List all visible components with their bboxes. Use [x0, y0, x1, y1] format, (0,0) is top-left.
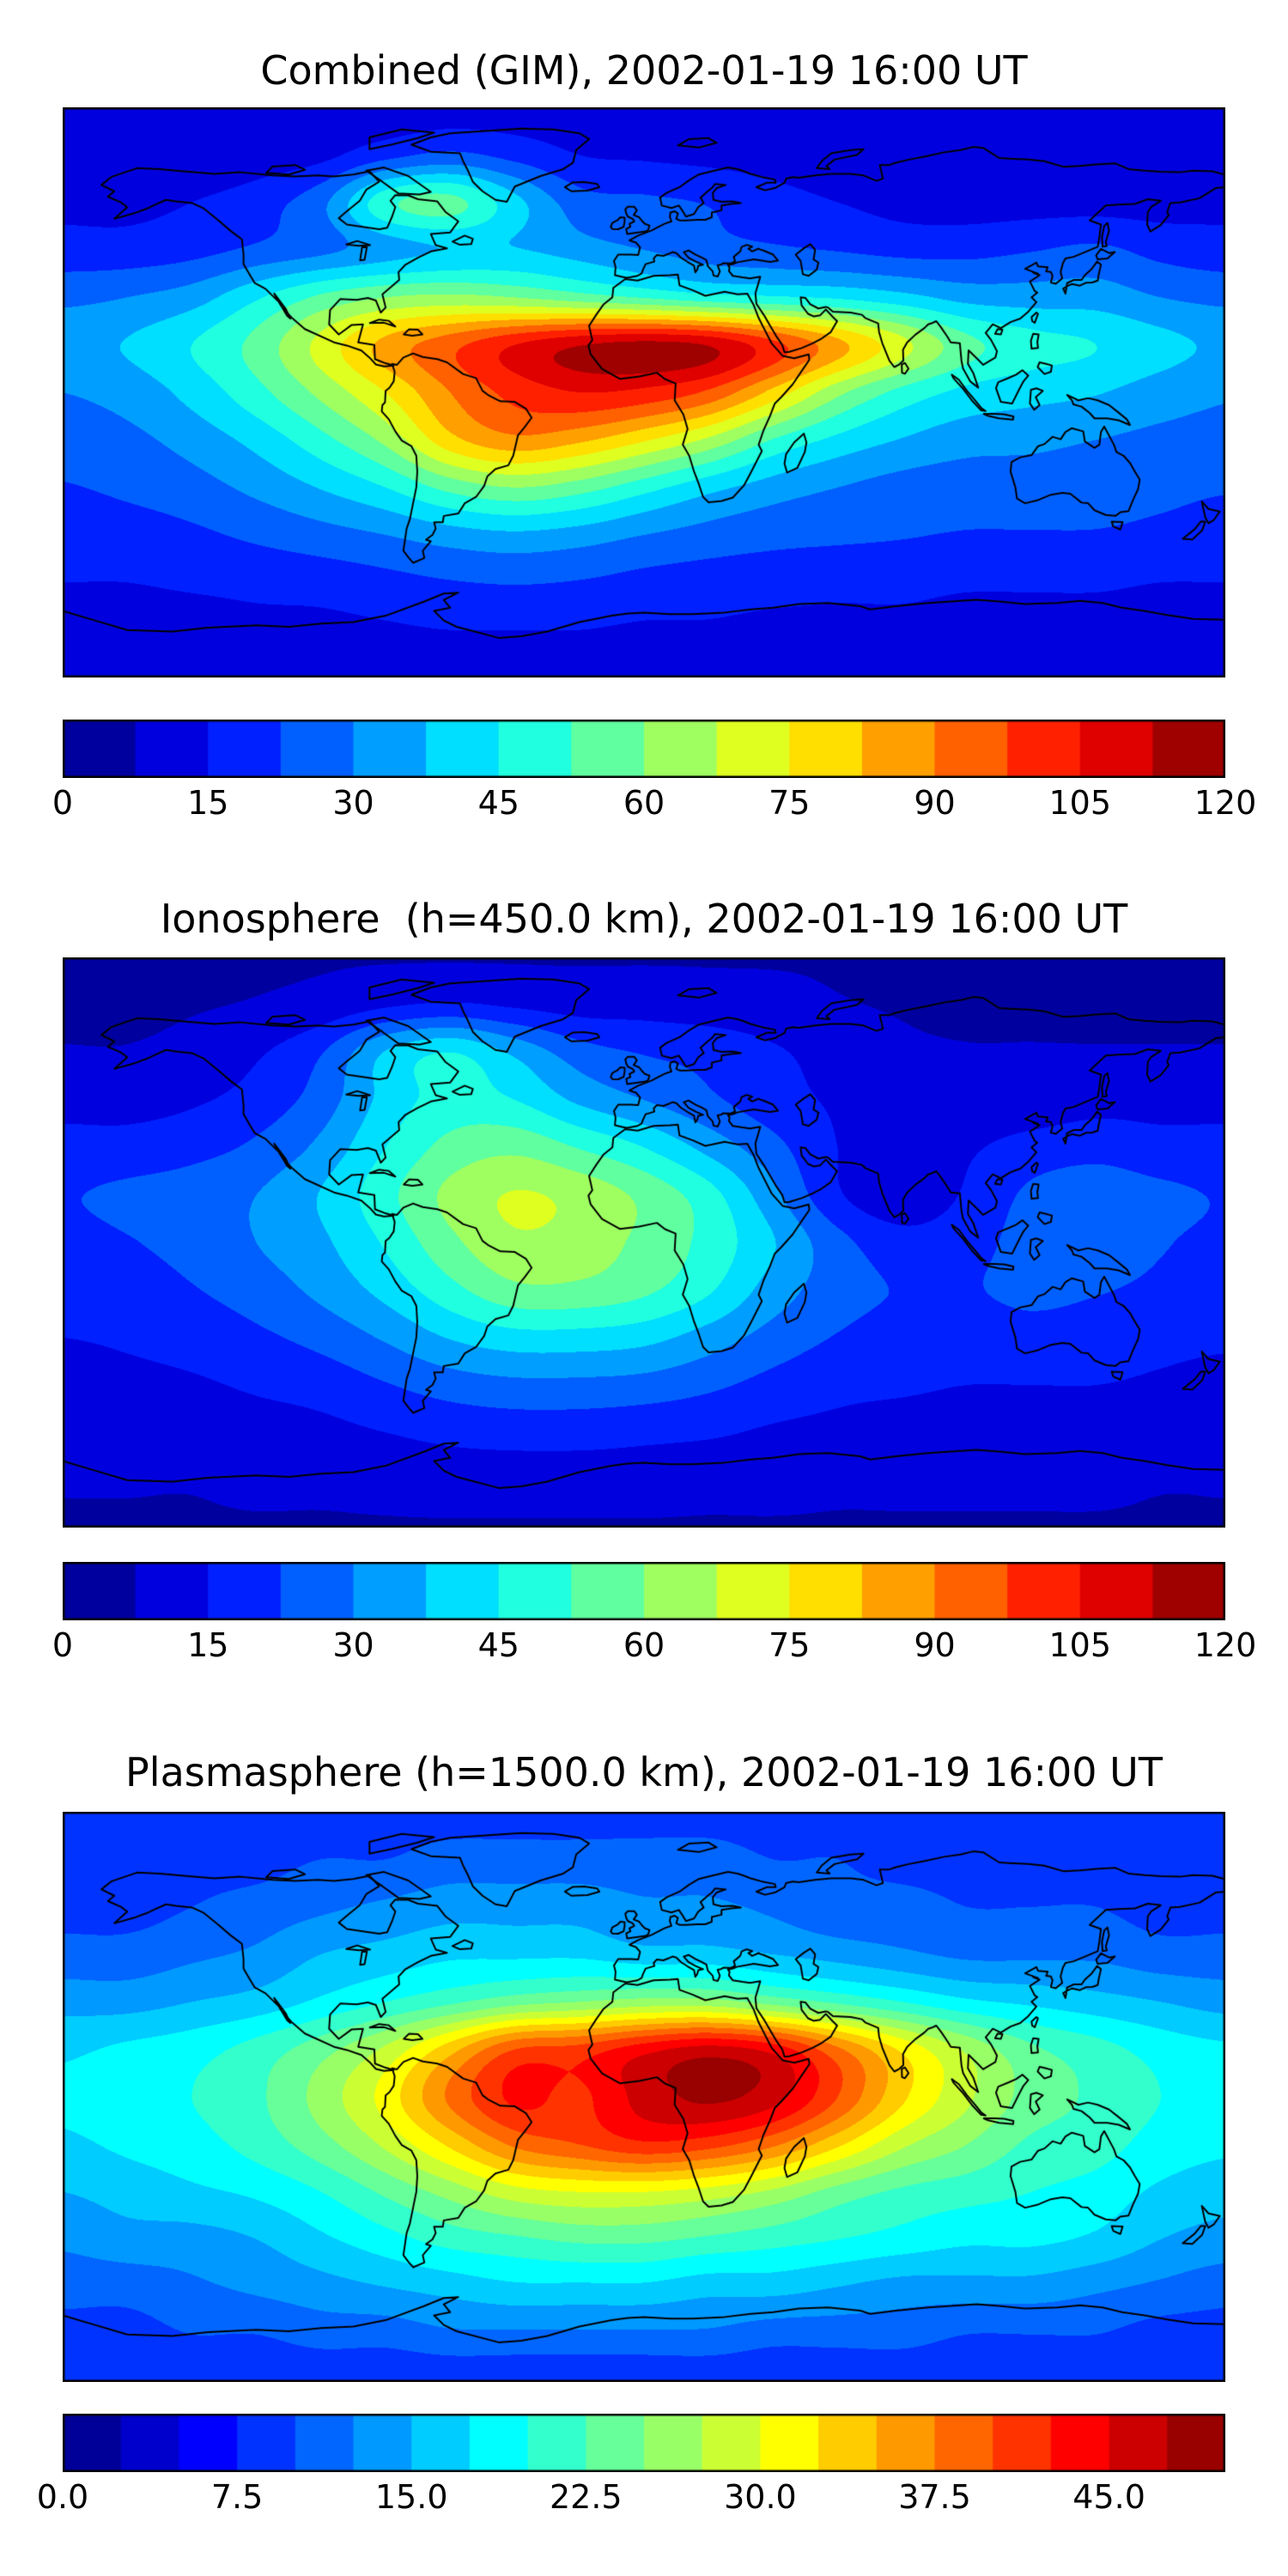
colorbar-tick-label: 120 [1194, 1626, 1257, 1664]
colorbar-tick-label: 30 [332, 784, 374, 822]
colorbar-tick-label: 105 [1048, 1626, 1112, 1664]
colorbar-tick-label: 0 [52, 784, 74, 822]
colorbar-tick-label: 105 [1048, 784, 1112, 822]
colorbar-combined [63, 720, 1225, 778]
colorbar-tick-labels-plasmasphere: 0.0 7.5 15.0 22.5 30.0 37.5 45.0 [37, 2477, 1225, 2520]
colorbar-tick-label: 30.0 [724, 2478, 797, 2516]
colorbar-tick-labels-combined: 0 15 30 45 60 75 90 105 120 [52, 783, 1256, 826]
world-map-combined [63, 107, 1225, 677]
colorbar-tick-label: 0.0 [36, 2478, 89, 2516]
colorbar-tick-label: 90 [914, 784, 956, 822]
colorbar-tick-label: 60 [623, 784, 665, 822]
colorbar-tick-label: 45 [477, 1626, 519, 1664]
colorbar-tick-label: 37.5 [898, 2478, 971, 2516]
colorbar-tick-label: 75 [769, 1626, 811, 1664]
colorbar-tick-label: 75 [769, 784, 811, 822]
colorbar-plasmasphere [63, 2414, 1225, 2472]
colorbar-tick-label: 7.5 [210, 2478, 264, 2516]
colorbar-tick-labels-ionosphere: 0 15 30 45 60 75 90 105 120 [52, 1625, 1256, 1668]
colorbar-tick-label: 45 [477, 784, 519, 822]
colorbar-tick-label: 30 [332, 1626, 374, 1664]
colorbar-tick-label: 45.0 [1072, 2478, 1145, 2516]
colorbar-tick-label: 15.0 [374, 2478, 448, 2516]
colorbar-tick-label: 15 [187, 784, 229, 822]
world-map-plasmasphere [63, 1812, 1225, 2382]
panel-title-ionosphere: Ionosphere (h=450.0 km), 2002-01-19 16:0… [160, 896, 1128, 942]
panel-title-plasmasphere: Plasmasphere (h=1500.0 km), 2002-01-19 1… [125, 1749, 1163, 1795]
colorbar-tick-label: 15 [187, 1626, 229, 1664]
colorbar-tick-label: 60 [623, 1626, 665, 1664]
colorbar-tick-label: 22.5 [549, 2478, 623, 2516]
colorbar-tick-label: 120 [1194, 784, 1257, 822]
panel-title-combined: Combined (GIM), 2002-01-19 16:00 UT [260, 47, 1028, 94]
colorbar-tick-label: 0 [52, 1626, 74, 1664]
world-map-ionosphere [63, 957, 1225, 1528]
colorbar-ionosphere [63, 1562, 1225, 1620]
colorbar-tick-label: 90 [914, 1626, 956, 1664]
